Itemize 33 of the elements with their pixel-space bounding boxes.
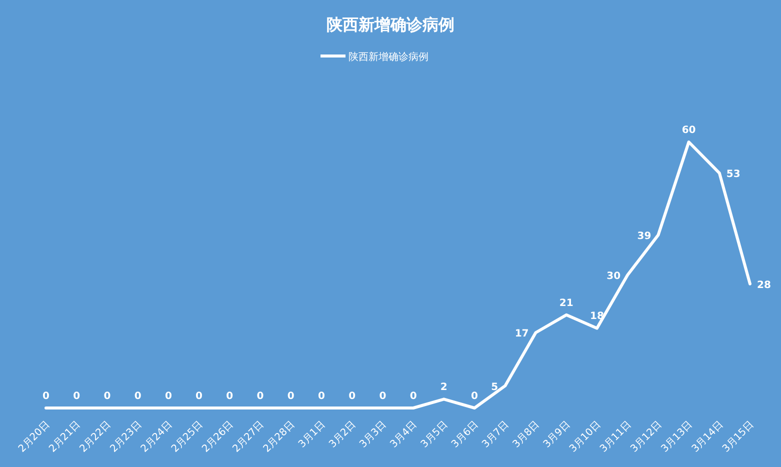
- x-tick-label: 3月8日: [510, 419, 542, 450]
- data-label: 28: [757, 280, 771, 291]
- data-label: 0: [471, 391, 478, 402]
- x-tick-label: 3月7日: [480, 419, 512, 450]
- data-label: 39: [637, 231, 652, 242]
- data-label: 5: [491, 382, 498, 393]
- data-label: 0: [379, 391, 386, 402]
- data-label: 0: [410, 391, 417, 402]
- data-label: 60: [682, 125, 696, 136]
- x-tick-label: 3月4日: [388, 419, 420, 450]
- x-tick-label: 3月3日: [358, 419, 389, 450]
- data-label: 0: [318, 391, 325, 402]
- x-tick-label: 3月6日: [450, 419, 481, 450]
- data-label: 0: [287, 391, 294, 402]
- data-label: 21: [559, 298, 574, 309]
- data-label: 17: [514, 328, 529, 340]
- data-label: 0: [104, 391, 111, 402]
- data-label: 0: [348, 391, 356, 402]
- data-label: 2: [440, 382, 448, 394]
- data-label: 0: [164, 391, 172, 402]
- data-label: 0: [73, 391, 80, 402]
- data-label: 0: [226, 391, 234, 402]
- x-tick-label: 3月2日: [327, 419, 358, 450]
- data-label: 0: [196, 391, 203, 402]
- legend-label: 陕西新增确诊病例: [348, 51, 428, 63]
- data-label: 30: [606, 271, 621, 282]
- data-label: 53: [726, 169, 740, 180]
- x-tick-label: 3月1日: [296, 419, 328, 450]
- chart-title: 陕西新增确诊病例: [326, 15, 454, 34]
- data-label: 0: [256, 391, 264, 402]
- data-label: 0: [42, 391, 50, 402]
- data-label: 0: [134, 391, 142, 402]
- x-tick-label: 3月5日: [419, 419, 450, 450]
